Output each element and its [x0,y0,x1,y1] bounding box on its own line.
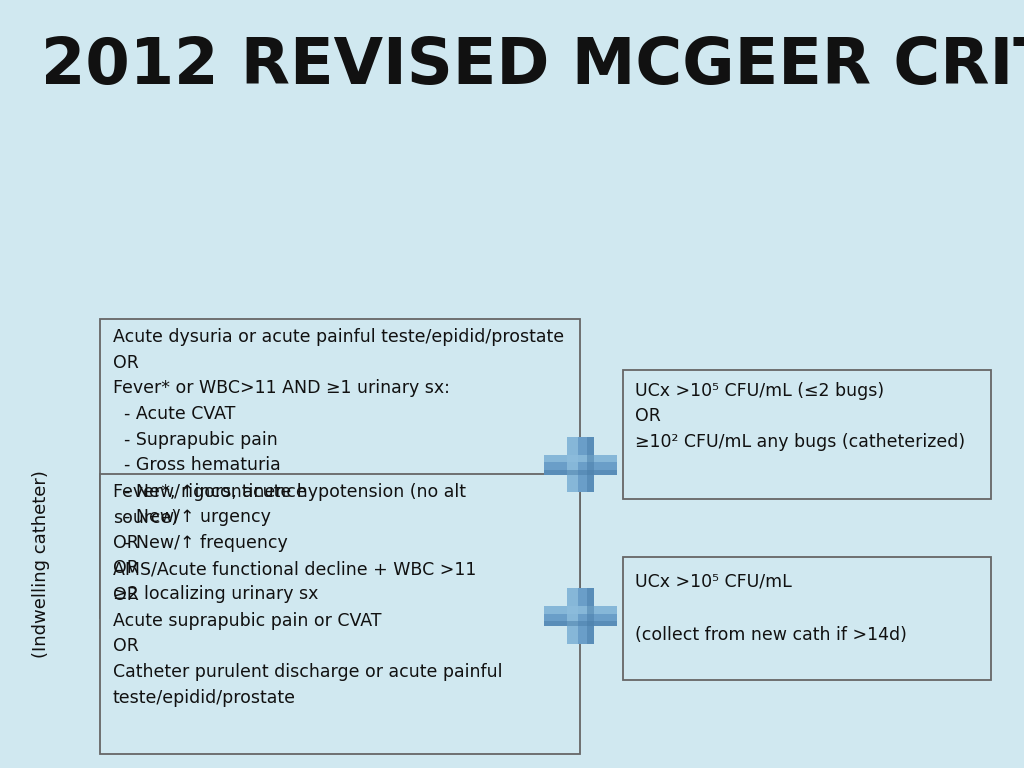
FancyBboxPatch shape [544,606,617,614]
FancyBboxPatch shape [587,588,594,644]
FancyBboxPatch shape [100,319,580,618]
Text: (Indwelling catheter): (Indwelling catheter) [32,471,50,658]
FancyBboxPatch shape [100,474,580,754]
FancyBboxPatch shape [567,437,578,492]
Text: UCx >10⁵ CFU/mL

(collect from new cath if >14d): UCx >10⁵ CFU/mL (collect from new cath i… [635,572,907,644]
FancyBboxPatch shape [567,437,594,492]
Text: Fever*, rigors, acute hypotension (no alt
source)
OR
AMS/Acute functional declin: Fever*, rigors, acute hypotension (no al… [113,483,502,707]
FancyBboxPatch shape [567,588,594,644]
Text: 2012 REVISED MCGEER CRITERIA: 2012 REVISED MCGEER CRITERIA [41,35,1024,97]
FancyBboxPatch shape [544,606,617,626]
FancyBboxPatch shape [587,437,594,492]
Text: UCx >10⁵ CFU/mL (≤2 bugs)
OR
≥10² CFU/mL any bugs (catheterized): UCx >10⁵ CFU/mL (≤2 bugs) OR ≥10² CFU/mL… [635,382,965,451]
Text: Acute dysuria or acute painful teste/epidid/prostate
OR
Fever* or WBC>11 AND ≥1 : Acute dysuria or acute painful teste/epi… [113,328,564,603]
FancyBboxPatch shape [623,557,991,680]
FancyBboxPatch shape [544,469,617,475]
FancyBboxPatch shape [544,455,617,475]
FancyBboxPatch shape [544,455,617,462]
FancyBboxPatch shape [544,621,617,626]
FancyBboxPatch shape [623,370,991,499]
FancyBboxPatch shape [567,588,578,644]
